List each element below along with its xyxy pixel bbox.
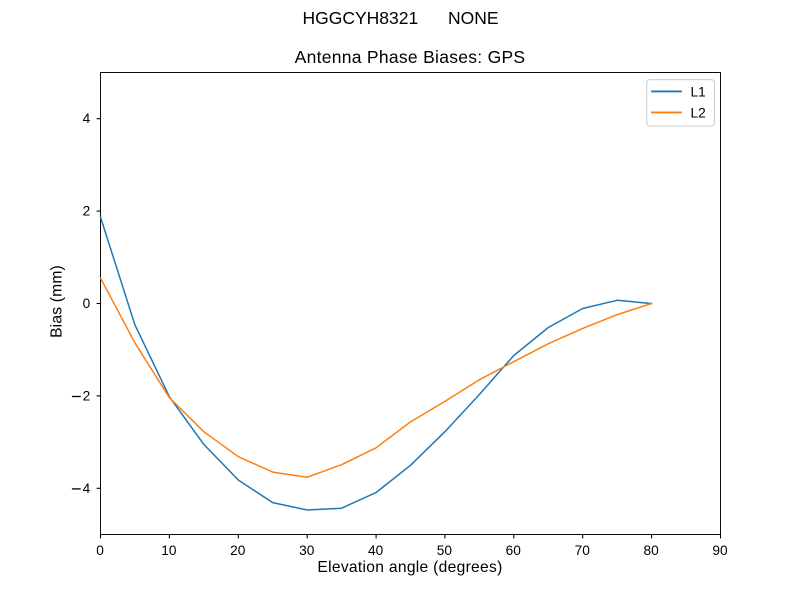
svg-text:0: 0 [83, 296, 91, 311]
svg-text:L1: L1 [691, 84, 706, 99]
svg-text:4: 4 [83, 111, 91, 126]
svg-text:20: 20 [230, 543, 246, 558]
svg-text:40: 40 [368, 543, 384, 558]
svg-text:60: 60 [506, 543, 522, 558]
svg-text:Bias (mm): Bias (mm) [48, 265, 65, 338]
svg-text:90: 90 [712, 543, 728, 558]
svg-text:2: 2 [83, 204, 91, 219]
svg-text:10: 10 [161, 543, 177, 558]
svg-text:80: 80 [643, 543, 659, 558]
svg-text:Antenna Phase Biases: GPS: Antenna Phase Biases: GPS [295, 47, 526, 67]
svg-text:2: 2 [83, 388, 91, 403]
svg-text:0: 0 [96, 543, 104, 558]
svg-text:4: 4 [83, 481, 91, 496]
svg-text:L2: L2 [691, 106, 706, 121]
svg-text:NONE: NONE [448, 8, 499, 28]
svg-text:30: 30 [299, 543, 315, 558]
svg-text:Elevation angle (degrees): Elevation angle (degrees) [317, 559, 502, 576]
svg-text:50: 50 [437, 543, 453, 558]
svg-text:HGGCYH8321: HGGCYH8321 [303, 8, 419, 28]
svg-text:70: 70 [575, 543, 591, 558]
